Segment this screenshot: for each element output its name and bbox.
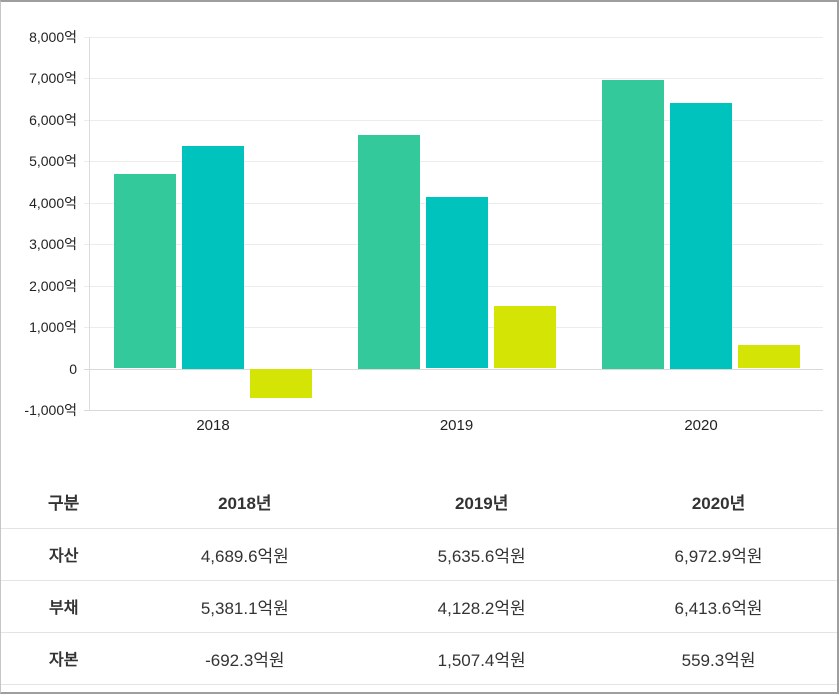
- table-header-category: 구분: [1, 476, 127, 529]
- bar-assets-2020: [602, 80, 664, 369]
- liabilities-2019-value: 4,128.2억원: [363, 580, 601, 633]
- gridline: [84, 78, 823, 79]
- gridline: [84, 37, 823, 38]
- table-header-row: 구분 2018년 2019년 2020년: [1, 476, 837, 529]
- assets-2018-value: 4,689.6억원: [126, 528, 364, 581]
- bar-assets-2019: [358, 135, 420, 369]
- y-axis-tick-label: 1,000억: [29, 319, 77, 336]
- bar-assets-2018: [114, 174, 176, 368]
- equity-2019-value: 1,507.4억원: [363, 632, 601, 685]
- y-axis-tick-label: 7,000억: [29, 70, 77, 87]
- table-header-2020: 2020년: [600, 476, 837, 529]
- financial-table: 구분 2018년 2019년 2020년 자산 4,689.6억원 5,635.…: [1, 476, 837, 685]
- x-axis-label-2018: 2018: [196, 417, 230, 434]
- row-label-assets: 자산: [1, 528, 127, 581]
- y-axis-tick-label: 0: [69, 360, 77, 377]
- equity-2020-value: 559.3억원: [600, 632, 837, 685]
- gridline: [84, 161, 823, 162]
- assets-2019-value: 5,635.6억원: [363, 528, 601, 581]
- y-axis-line: [89, 37, 90, 410]
- y-axis-tick-label: 3,000억: [29, 236, 77, 253]
- liabilities-2020-value: 6,413.6억원: [600, 580, 837, 633]
- y-axis-tick-label: 2,000억: [29, 277, 77, 294]
- y-axis-tick-label: 6,000억: [29, 111, 77, 128]
- liabilities-2018-value: 5,381.1억원: [126, 580, 364, 633]
- row-label-equity: 자본: [1, 632, 127, 685]
- bar-equity-2019: [494, 306, 556, 368]
- table-header-2018: 2018년: [126, 476, 364, 529]
- y-axis-tick-label: 8,000억: [29, 29, 77, 45]
- table-row-liabilities: 부채 5,381.1억원 4,128.2억원 6,413.6억원: [1, 580, 837, 633]
- bar-equity-2020: [738, 345, 800, 368]
- bar-liabilities-2019: [426, 197, 488, 368]
- table-row-assets: 자산 4,689.6억원 5,635.6억원 6,972.9억원: [1, 528, 837, 581]
- x-axis-label-2019: 2019: [439, 417, 474, 434]
- bar-equity-2018: [250, 369, 312, 398]
- zero-gridline: [84, 369, 823, 370]
- table-row-equity: 자본 -692.3억원 1,507.4억원 559.3억원: [1, 632, 837, 685]
- bar-liabilities-2018: [182, 146, 244, 369]
- gridline: [84, 120, 823, 121]
- equity-2018-value: -692.3억원: [126, 632, 364, 685]
- y-axis-tick-label: -1,000억: [24, 402, 77, 418]
- gridline: [84, 410, 823, 411]
- table-header-2019: 2019년: [363, 476, 601, 529]
- y-axis-tick-label: 5,000억: [29, 153, 77, 170]
- assets-2020-value: 6,972.9억원: [600, 528, 837, 581]
- x-axis-label-2020: 2020: [684, 417, 718, 434]
- bar-liabilities-2020: [670, 103, 732, 369]
- bar-chart: 8,000억 7,000억 6,000억 5,000억 4,000억 3,000억 2,00…: [1, 2, 837, 452]
- row-label-liabilities: 부채: [1, 580, 127, 633]
- y-axis-tick-label: 4,000억: [29, 194, 77, 211]
